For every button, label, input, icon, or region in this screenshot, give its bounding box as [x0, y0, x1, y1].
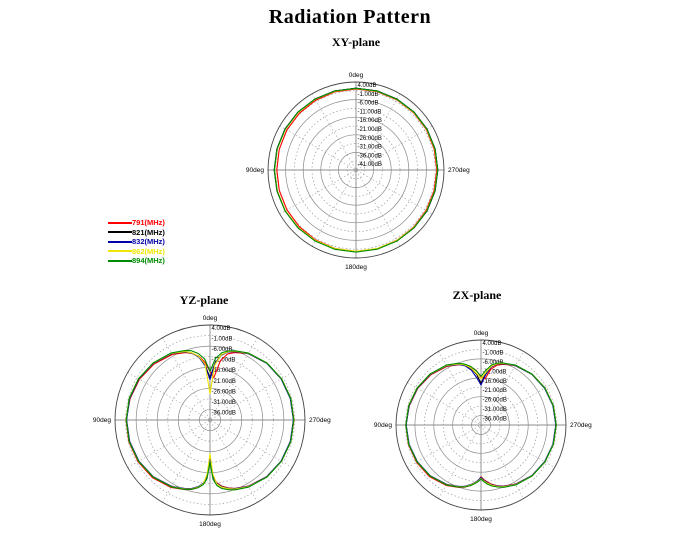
radial-tick-label: -6.00dB — [483, 360, 504, 366]
legend-line-swatch — [108, 231, 132, 234]
legend-line-swatch — [108, 221, 132, 224]
radial-tick-label: -11.00dB — [483, 369, 507, 375]
legend-label: 791(MHz) — [132, 218, 165, 228]
radial-tick-label: -36.00dB — [483, 417, 507, 423]
polar-gridline-ring — [452, 396, 510, 454]
polar-gridline-ring — [442, 386, 520, 464]
polar-gridline-ring — [135, 345, 285, 495]
trace-894(MHz) — [405, 362, 557, 488]
angle-label: 270deg — [570, 422, 592, 429]
yz-plane-title: YZ-plane — [179, 293, 229, 307]
polar-gridline-ring — [329, 143, 383, 197]
polar-gridline-ring — [311, 125, 401, 215]
radial-tick-label: -6.00dB — [212, 347, 233, 353]
legend-label: 862(MHz) — [132, 246, 165, 256]
xy-plane-polar-chart: 4.00dB -1.00dB -6.00dB -11.00dB -16.00dB -21.… — [246, 72, 470, 271]
polar-gridline-ring — [199, 409, 221, 431]
radial-tick-label: -1.00dB — [358, 92, 379, 98]
polar-gridline-ring — [188, 398, 232, 442]
radial-tick-label: -26.00dB — [212, 389, 236, 395]
radial-tick-label: -21.00dB — [483, 388, 507, 394]
radial-tick-label: -1.00dB — [212, 337, 233, 343]
angle-label: 90deg — [374, 422, 392, 429]
polar-gridline-ring — [294, 108, 418, 232]
radial-tick-label: -26.00dB — [483, 398, 507, 404]
legend-item: 821(MHz) — [108, 228, 188, 238]
radial-tick-label: 4.00dB — [212, 326, 231, 332]
radial-tick-label: 4.00dB — [358, 83, 377, 89]
legend-item: 894(MHz) — [108, 256, 188, 266]
angle-label: 0deg — [474, 330, 489, 337]
polar-gridline-ring — [320, 134, 392, 206]
radial-tick-label: -6.00dB — [358, 101, 379, 107]
radial-tick-label: -36.00dB — [212, 410, 236, 416]
legend-item: 791(MHz) — [108, 218, 188, 228]
legend-line-swatch — [108, 240, 132, 243]
angle-label: 90deg — [93, 417, 111, 424]
polar-gridline-ring — [156, 366, 264, 474]
polar-gridline-ring — [338, 152, 374, 188]
polar-gridline-ring — [114, 324, 306, 516]
angle-label: 180deg — [199, 521, 221, 528]
radial-tick-label: -1.00dB — [483, 350, 504, 356]
trace-894(MHz) — [273, 87, 439, 253]
legend-item: 832(MHz) — [108, 237, 188, 247]
polar-gridline-ring — [395, 339, 567, 511]
angle-label: 180deg — [345, 264, 367, 271]
legend-label: 821(MHz) — [132, 227, 165, 237]
polar-gridline-ring — [423, 367, 539, 483]
radial-tick-label: -36.00dB — [358, 153, 382, 159]
radial-tick-label: -16.00dB — [358, 118, 382, 124]
zx-plane-polar-chart: 4.00dB -1.00dB -6.00dB -11.00dB -16.00dB -21.… — [374, 330, 592, 523]
angle-label: 270deg — [448, 167, 470, 174]
radial-tick-label: -16.00dB — [483, 379, 507, 385]
radial-tick-label: -11.00dB — [358, 109, 382, 115]
polar-gridline-ring — [346, 160, 366, 180]
legend-item: 862(MHz) — [108, 247, 188, 257]
legend-label: 832(MHz) — [132, 237, 165, 247]
polar-gridline-ring — [167, 377, 253, 463]
trace-894(MHz) — [125, 350, 295, 491]
frequency-legend: 791(MHz) 821(MHz) 832(MHz) 862(MHz) 894(… — [108, 218, 188, 266]
radial-tick-label: -31.00dB — [212, 400, 236, 406]
legend-line-swatch — [108, 250, 132, 253]
xy-plane-title: XY-plane — [331, 35, 381, 49]
radial-tick-label: -21.00dB — [358, 127, 382, 133]
zx-plane-title: ZX-plane — [452, 288, 502, 302]
angle-label: 270deg — [309, 417, 331, 424]
radial-tick-label: 4.00dB — [483, 341, 502, 347]
radial-tick-label: -31.00dB — [483, 407, 507, 413]
polar-gridline-ring — [461, 405, 501, 445]
angle-label: 180deg — [470, 516, 492, 523]
polar-gridline-ring — [146, 356, 274, 484]
polar-gridline-ring — [267, 81, 445, 259]
polar-gridline-ring — [302, 116, 410, 224]
angle-label: 0deg — [203, 315, 218, 322]
radial-tick-label: -26.00dB — [358, 136, 382, 142]
figure-title: Radiation Pattern — [268, 6, 432, 28]
polar-gridline-ring — [285, 99, 427, 241]
polar-gridline-ring — [433, 377, 529, 473]
angle-label: 0deg — [349, 72, 364, 79]
radial-tick-label: -16.00dB — [212, 368, 236, 374]
polar-gridline-ring — [414, 358, 548, 492]
polar-gridline-ring — [177, 387, 243, 453]
angle-label: 90deg — [246, 167, 264, 174]
legend-line-swatch — [108, 259, 132, 262]
radial-tick-label: -11.00dB — [212, 358, 236, 364]
legend-label: 894(MHz) — [132, 256, 165, 266]
radial-tick-label: -41.00dB — [358, 162, 382, 168]
radial-tick-label: -21.00dB — [212, 379, 236, 385]
radial-tick-label: -31.00dB — [358, 145, 382, 151]
yz-plane-polar-chart: 4.00dB -1.00dB -6.00dB -11.00dB -16.00dB -21.… — [93, 315, 331, 528]
polar-gridline-ring — [471, 415, 491, 435]
